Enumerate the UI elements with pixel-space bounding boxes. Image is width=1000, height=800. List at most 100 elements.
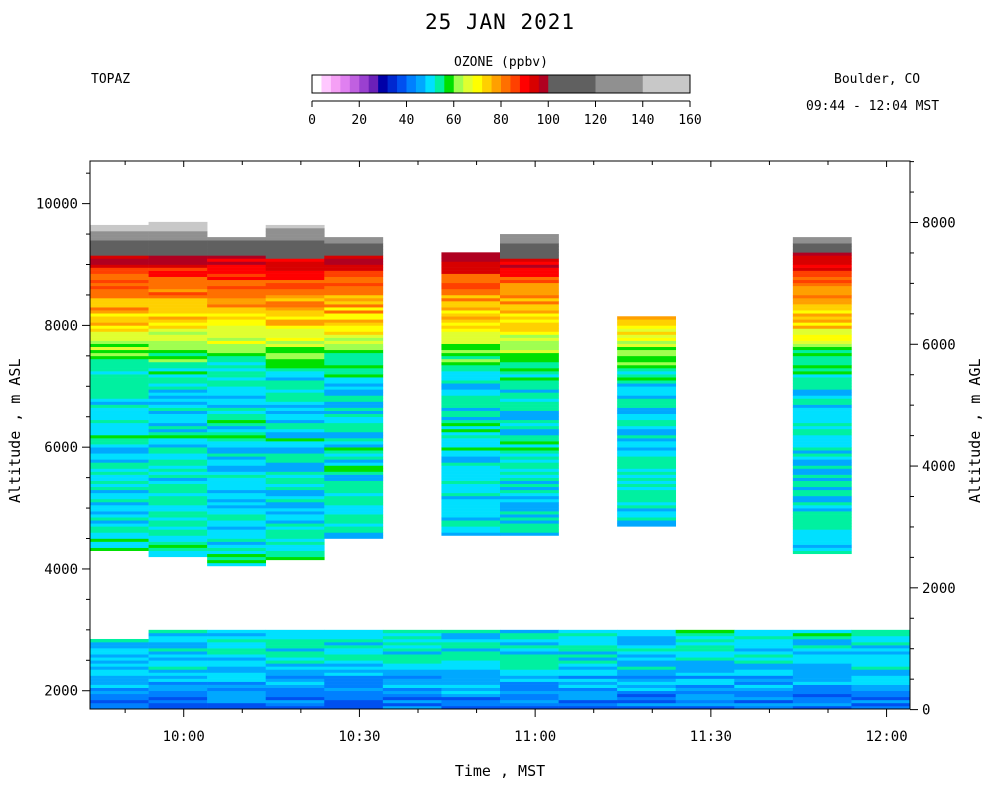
ozone-cell	[90, 663, 149, 667]
ozone-cell	[324, 270, 384, 274]
ozone-cell	[207, 322, 267, 326]
ozone-cell	[90, 237, 149, 241]
ozone-cell	[851, 635, 911, 640]
ozone-cell	[324, 316, 384, 320]
ozone-cell	[324, 508, 384, 512]
ozone-cell	[207, 404, 267, 408]
ozone-cell	[617, 666, 677, 670]
ozone-cell	[90, 234, 149, 238]
ozone-cell	[617, 343, 677, 348]
ozone-cell	[265, 383, 325, 387]
ozone-cell	[558, 635, 618, 640]
ozone-cell	[207, 547, 267, 551]
ozone-cell	[90, 438, 149, 442]
ozone-cell	[207, 651, 267, 655]
ozone-cell	[90, 377, 149, 381]
ozone-cell	[617, 508, 677, 512]
ozone-cell	[792, 520, 852, 524]
ozone-cell	[500, 334, 559, 338]
ozone-cell	[324, 483, 384, 488]
ozone-cell	[265, 456, 325, 460]
ozone-cell	[265, 526, 325, 530]
ozone-cell	[207, 629, 267, 634]
ozone-cell	[207, 450, 267, 454]
ozone-cell	[324, 450, 384, 454]
ozone-cell	[148, 635, 208, 640]
ozone-cell	[324, 243, 384, 247]
ozone-cell	[207, 364, 267, 369]
ozone-cell	[265, 675, 325, 679]
ozone-cell	[265, 416, 325, 421]
ozone-cell	[851, 666, 911, 670]
ozone-cell	[441, 310, 501, 314]
ozone-cell	[90, 270, 149, 274]
ozone-cell	[207, 638, 267, 643]
colorbar-segment	[415, 75, 426, 93]
ozone-cell	[265, 666, 325, 670]
ozone-cell	[500, 462, 559, 466]
ozone-cell	[324, 395, 384, 399]
ozone-cell	[500, 638, 559, 643]
ozone-cell	[148, 678, 208, 682]
ozone-cell	[90, 252, 149, 256]
ozone-cell	[90, 392, 149, 396]
ozone-cell	[382, 629, 442, 634]
ozone-cell	[207, 361, 267, 366]
ozone-cell	[675, 705, 735, 710]
ozone-cell	[500, 279, 559, 284]
ozone-cell	[265, 669, 325, 673]
ozone-cell	[792, 669, 852, 673]
colorbar-segment	[387, 75, 398, 93]
ozone-cell	[324, 301, 384, 305]
colorbar-title: OZONE (ppbv)	[454, 55, 548, 70]
ozone-cell	[324, 355, 384, 360]
ozone-cell	[441, 495, 501, 500]
ozone-cell	[500, 294, 559, 299]
ozone-cell	[90, 486, 149, 491]
ozone-cell	[90, 654, 149, 658]
ozone-cell	[441, 657, 501, 661]
ozone-cell	[734, 657, 794, 661]
ozone-cell	[558, 642, 618, 646]
ozone-cell	[441, 386, 501, 390]
ozone-cell	[148, 654, 208, 658]
ozone-cell	[382, 678, 442, 682]
ozone-cell	[500, 629, 559, 634]
ozone-cell	[265, 498, 325, 503]
ozone-cell	[148, 514, 208, 518]
ozone-cell	[617, 663, 677, 667]
ozone-cell	[617, 416, 677, 421]
ozone-cell	[148, 431, 208, 436]
ozone-cell	[617, 419, 677, 424]
ozone-cell	[617, 380, 677, 384]
ozone-cell	[441, 678, 501, 682]
ozone-cell	[500, 313, 559, 317]
ozone-cell	[441, 526, 501, 530]
ozone-cell	[90, 666, 149, 670]
ozone-cell	[207, 288, 267, 293]
ozone-cell	[851, 702, 911, 707]
ozone-cell	[148, 462, 208, 466]
ozone-cell	[90, 231, 149, 235]
ozone-cell	[90, 298, 149, 302]
colorbar-tick-label: 40	[399, 113, 415, 128]
location-label: Boulder, CO	[834, 72, 921, 87]
ozone-cell	[500, 459, 559, 463]
colorbar-tick-label: 80	[493, 113, 509, 128]
ozone-cell	[441, 343, 501, 348]
ozone-cell	[90, 328, 149, 332]
ozone-cell	[207, 438, 267, 442]
ozone-cell	[617, 322, 677, 326]
ozone-cell	[792, 361, 852, 366]
ozone-cell	[207, 392, 267, 396]
colorbar-segment	[312, 75, 322, 93]
ozone-cell	[148, 389, 208, 393]
colorbar-tick-label: 140	[631, 113, 654, 128]
ozone-cell	[90, 264, 149, 268]
ozone-cell	[265, 279, 325, 284]
ozone-cell	[441, 435, 501, 439]
ozone-cell	[441, 285, 501, 290]
ozone-cell	[90, 413, 149, 418]
ozone-cell	[441, 364, 501, 369]
